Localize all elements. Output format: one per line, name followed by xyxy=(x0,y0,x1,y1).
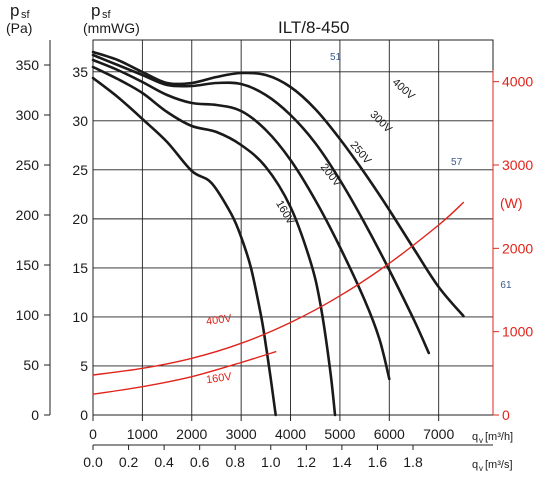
y-tick-label-pa: 200 xyxy=(16,207,40,223)
efficiency-label: 51 xyxy=(330,52,342,63)
x-tick-label-m3s: 1.6 xyxy=(368,454,388,470)
series xyxy=(91,50,465,417)
y-tick-label-mmwg: 30 xyxy=(72,113,88,129)
x-tick-label-m3s: 0.4 xyxy=(154,454,174,470)
y-axis-mmwg-subscript: sf xyxy=(102,9,112,21)
y-tick-label-pa: 50 xyxy=(23,357,39,373)
y-tick-label-pa: 150 xyxy=(16,257,40,273)
x-axis-m3s-subscript: v xyxy=(479,464,483,473)
y-axis-pa-symbol: p xyxy=(10,1,19,20)
pressure-curve-250v xyxy=(91,58,391,381)
y-tick-label-mmwg: 20 xyxy=(72,211,88,227)
power-curve-400v xyxy=(92,201,465,376)
y-tick-label-pa: 350 xyxy=(16,57,40,73)
x-tick-label-m3s: 1.0 xyxy=(261,454,281,470)
pressure-curve-300v xyxy=(91,53,431,355)
x-tick-label-m3h: 7000 xyxy=(423,426,454,442)
y-tick-label-power: 3000 xyxy=(502,157,533,173)
y-tick-label-mmwg: 15 xyxy=(72,260,88,276)
chart-title: ILT/8-450 xyxy=(278,18,350,37)
y-tick-label-mmwg: 5 xyxy=(80,358,88,374)
y-tick-label-mmwg: 0 xyxy=(80,407,88,423)
y-tick-label-mmwg: 10 xyxy=(72,309,88,325)
x-tick-label-m3h: 5000 xyxy=(324,426,355,442)
y-tick-label-pa: 0 xyxy=(31,407,39,423)
y-tick-label-pa: 250 xyxy=(16,157,40,173)
y-axis-mmwg-symbol: p xyxy=(91,1,100,20)
power-curve-160v xyxy=(92,351,277,395)
y-axis-mmwg-unit: (mmWG) xyxy=(83,20,140,36)
x-tick-label-m3s: 1.8 xyxy=(403,454,423,470)
x-tick-label-m3h: 6000 xyxy=(374,426,405,442)
y-tick-label-mmwg: 25 xyxy=(72,162,88,178)
x-tick-label-m3s: 0.8 xyxy=(225,454,245,470)
y-axis-pa-unit: (Pa) xyxy=(6,20,32,36)
x-axis-m3h-subscript: v xyxy=(479,436,483,445)
grid xyxy=(92,39,494,416)
y-tick-label-power: 2000 xyxy=(502,240,533,256)
y-tick-label-power: 0 xyxy=(502,407,510,423)
power-curve-label: 160V xyxy=(205,371,233,387)
efficiency-label: 61 xyxy=(500,280,512,291)
y-axis-pa-subscript: sf xyxy=(21,9,31,21)
y-tick-label-pa: 100 xyxy=(16,307,40,323)
x-axis-m3s-symbol: q xyxy=(472,459,478,471)
x-tick-label-m3h: 4000 xyxy=(275,426,306,442)
y-tick-label-mmwg: 35 xyxy=(72,64,88,80)
x-tick-label-m3s: 1.2 xyxy=(297,454,317,470)
x-tick-label-m3s: 0.6 xyxy=(190,454,210,470)
x-axis-m3h-symbol: q xyxy=(472,431,478,443)
x-tick-label-m3h: 2000 xyxy=(176,426,207,442)
x-axis-m3s-unit: [m³/s] xyxy=(485,459,513,471)
y-tick-label-power: 1000 xyxy=(502,324,533,340)
x-tick-label-m3h: 3000 xyxy=(226,426,257,442)
y-tick-label-pa: 300 xyxy=(16,107,40,123)
y-axis-power-label: (W) xyxy=(500,195,523,211)
pressure-curve-label: 400V xyxy=(390,76,418,103)
x-tick-label-m3s: 0.2 xyxy=(119,454,139,470)
power-curve-label: 400V xyxy=(205,312,233,328)
x-tick-label-m3h: 1000 xyxy=(127,426,158,442)
x-tick-label-m3h: 0 xyxy=(89,426,97,442)
pressure-curve-label: 300V xyxy=(367,109,394,136)
efficiency-label: 57 xyxy=(451,157,463,168)
plot-frame xyxy=(92,39,494,416)
pressure-curve-200v xyxy=(91,65,337,417)
pressure-curve-160v xyxy=(91,76,277,417)
axes: 0 1000 2000 3000 4000 5000 6000 700005101520253… xyxy=(16,40,533,470)
x-tick-label-m3s: 1.4 xyxy=(332,454,352,470)
x-tick-label-m3s: 0.0 xyxy=(83,454,103,470)
pressure-curve-400v xyxy=(91,50,465,318)
y-tick-label-power: 4000 xyxy=(502,74,533,90)
x-axis-m3h-unit: [m³/h] xyxy=(485,431,513,443)
